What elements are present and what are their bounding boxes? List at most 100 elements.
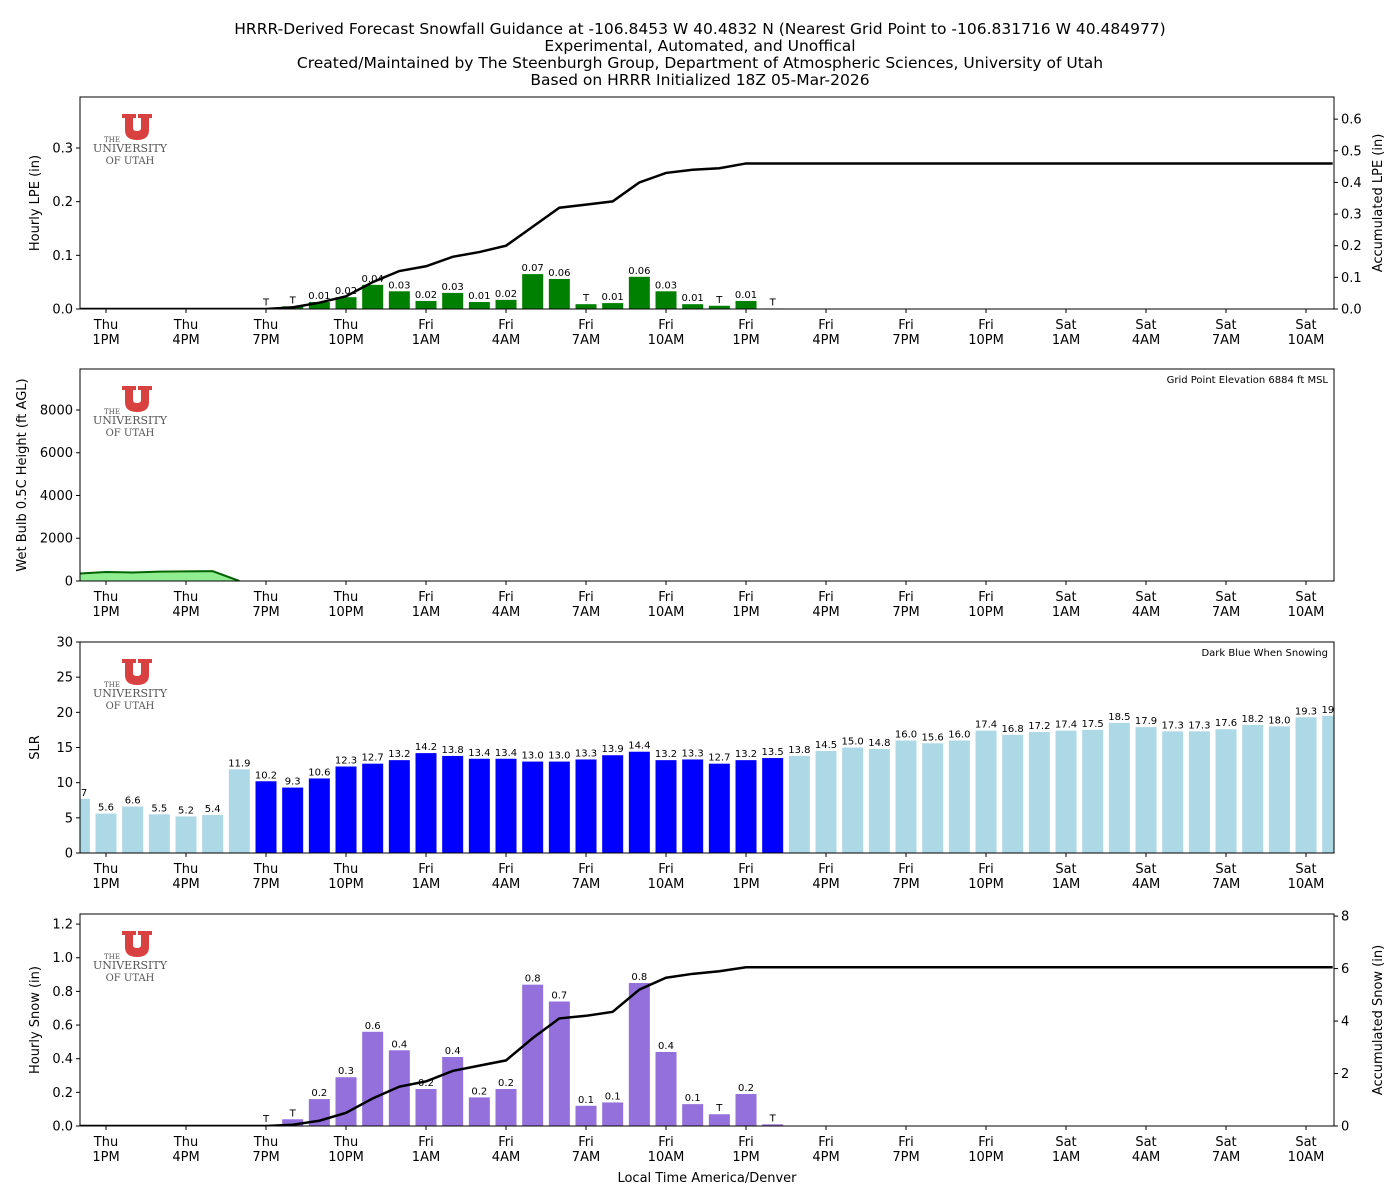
slr-bar bbox=[708, 763, 730, 853]
slr-bar bbox=[895, 740, 917, 853]
x-tick-label-time: 4AM bbox=[1132, 333, 1160, 348]
x-tick-label-day: Fri bbox=[498, 590, 514, 605]
x-tick-label-day: Fri bbox=[818, 590, 834, 605]
bar-data-label: 0.2 bbox=[311, 1088, 327, 1099]
bar-data-label: T bbox=[715, 295, 723, 306]
bar-data-label: 15.6 bbox=[922, 732, 944, 743]
x-tick-label-day: Fri bbox=[738, 862, 754, 877]
hourly-bar bbox=[335, 297, 357, 309]
y-tick-label: 0.8 bbox=[52, 985, 73, 1000]
bar-data-label: 14.2 bbox=[415, 742, 437, 753]
x-tick-label-time: 7AM bbox=[1212, 605, 1240, 620]
bar-data-label: 6.6 bbox=[125, 796, 141, 807]
x-tick-label-day: Thu bbox=[333, 590, 358, 605]
slr-bar bbox=[628, 751, 650, 853]
y2-axis-label: Accumulated Snow (in) bbox=[1371, 945, 1386, 1095]
bar-data-label: 12.7 bbox=[362, 753, 384, 764]
x-tick-label-day: Fri bbox=[738, 1135, 754, 1150]
bar-data-label: T bbox=[289, 295, 297, 306]
y-axis-label: Hourly Snow (in) bbox=[28, 966, 43, 1074]
bar-data-label: 0.2 bbox=[738, 1083, 754, 1094]
logo-text: THE bbox=[104, 408, 120, 416]
slr-bar bbox=[282, 787, 304, 853]
x-tick-label-time: 4PM bbox=[172, 333, 199, 348]
slr-bar bbox=[1242, 724, 1264, 853]
slr-bar bbox=[655, 760, 677, 853]
hourly-bar bbox=[628, 276, 650, 309]
x-tick-label-day: Fri bbox=[658, 590, 674, 605]
x-tick-label-day: Fri bbox=[498, 862, 514, 877]
u-logo-icon bbox=[122, 386, 152, 412]
x-tick-label-day: Fri bbox=[658, 1135, 674, 1150]
x-tick-label-day: Thu bbox=[173, 590, 198, 605]
hourly-bar bbox=[282, 1119, 304, 1126]
slr-bar bbox=[1162, 731, 1184, 853]
bar-data-label: 13.3 bbox=[682, 748, 704, 759]
x-tick-label-time: 10PM bbox=[328, 1150, 364, 1165]
x-tick-label-time: 1AM bbox=[412, 1150, 440, 1165]
y-tick-label: 10 bbox=[56, 776, 73, 791]
x-tick-label-day: Sat bbox=[1055, 1135, 1076, 1150]
x-tick-label-time: 1PM bbox=[732, 605, 759, 620]
x-tick-label-day: Fri bbox=[418, 590, 434, 605]
bar-data-label: 0.01 bbox=[308, 291, 330, 302]
logo-text: OF UTAH bbox=[106, 428, 155, 439]
bar-data-label: 13.2 bbox=[388, 749, 410, 760]
hourly-bar bbox=[628, 982, 650, 1126]
x-tick-label-time: 10AM bbox=[648, 877, 685, 892]
slr-bar bbox=[228, 769, 250, 853]
x-tick-label-day: Sat bbox=[1215, 590, 1236, 605]
bar-data-label: 0.01 bbox=[735, 290, 757, 301]
bar-data-label: 7.7 bbox=[71, 788, 87, 799]
y-tick-label: 5 bbox=[65, 811, 73, 826]
hourly-bar bbox=[575, 1105, 597, 1126]
x-tick-label-time: 1PM bbox=[732, 333, 759, 348]
bar-data-label: 19.5 bbox=[1322, 705, 1344, 716]
x-tick-label-day: Fri bbox=[978, 1135, 994, 1150]
logo-text: UNIVERSITY bbox=[93, 687, 168, 700]
x-tick-label-time: 4AM bbox=[492, 1150, 520, 1165]
y-tick-label: 2000 bbox=[40, 532, 73, 547]
y-tick-label: 0.0 bbox=[52, 303, 73, 318]
bar-data-label: 0.01 bbox=[602, 292, 624, 303]
bar-data-label: 0.03 bbox=[388, 280, 410, 291]
u-logo-icon bbox=[122, 931, 152, 957]
title-line: HRRR-Derived Forecast Snowfall Guidance … bbox=[234, 20, 1166, 38]
x-tick-label-day: Fri bbox=[498, 318, 514, 333]
slr-bar bbox=[1135, 727, 1157, 853]
y-tick-label: 0 bbox=[65, 575, 73, 590]
bar-data-label: 13.4 bbox=[495, 748, 517, 759]
y2-tick-label: 2 bbox=[1341, 1067, 1349, 1082]
hourly-bar bbox=[362, 284, 384, 309]
bar-data-label: 0.6 bbox=[365, 1021, 381, 1032]
hourly-bar bbox=[388, 291, 410, 309]
slr-bar bbox=[682, 759, 704, 853]
x-tick-label-time: 4PM bbox=[812, 1150, 839, 1165]
x-tick-label-day: Fri bbox=[818, 318, 834, 333]
x-tick-label-time: 10AM bbox=[1288, 333, 1325, 348]
y-axis-label: SLR bbox=[28, 735, 43, 760]
bar-data-label: 13.2 bbox=[735, 749, 757, 760]
bar-data-label: 15.0 bbox=[842, 737, 864, 748]
slr-bar bbox=[1188, 731, 1210, 853]
x-tick-label-time: 1AM bbox=[412, 877, 440, 892]
x-tick-label-time: 1PM bbox=[92, 333, 119, 348]
slr-bar bbox=[95, 813, 117, 853]
x-tick-label-time: 1AM bbox=[1052, 333, 1080, 348]
x-tick-label-day: Sat bbox=[1135, 590, 1156, 605]
bar-data-label: T bbox=[262, 297, 270, 308]
x-tick-label-day: Fri bbox=[898, 590, 914, 605]
accumulated-line bbox=[80, 966, 1333, 1126]
slr-bar bbox=[1028, 732, 1050, 853]
x-tick-label-day: Sat bbox=[1295, 318, 1316, 333]
x-tick-label-time: 1PM bbox=[732, 1150, 759, 1165]
x-tick-label-day: Sat bbox=[1295, 862, 1316, 877]
slr-bar bbox=[122, 806, 144, 853]
slr-bar bbox=[1002, 734, 1024, 853]
x-tick-label-day: Thu bbox=[253, 318, 278, 333]
y-tick-label: 1.2 bbox=[52, 918, 73, 933]
y2-tick-label: 0 bbox=[1341, 1120, 1349, 1135]
x-tick-label-time: 10PM bbox=[328, 333, 364, 348]
